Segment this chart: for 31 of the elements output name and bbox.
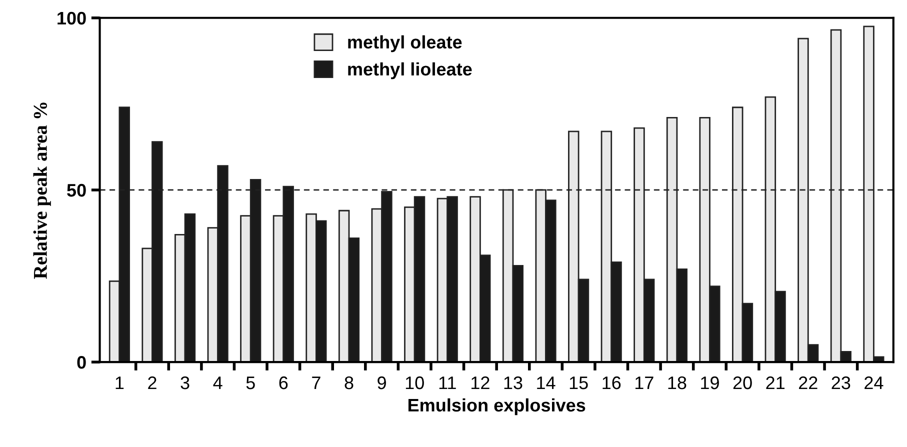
x-tick-label: 4 <box>213 376 222 390</box>
x-tick-label: 15 <box>570 376 588 390</box>
x-tick-label: 17 <box>635 376 654 390</box>
x-tick-label: 10 <box>406 376 424 390</box>
x-tick-label: 9 <box>378 376 386 390</box>
x-tick-label: 23 <box>832 376 850 390</box>
y-axis-title: Relative peak area % <box>33 102 51 279</box>
x-tick-label: 24 <box>864 376 884 390</box>
x-axis-title: Emulsion explosives <box>408 398 586 416</box>
x-tick-label: 12 <box>472 376 490 390</box>
x-tick-label: 8 <box>344 376 354 390</box>
y-tick-label: 100 <box>58 12 86 25</box>
x-tick-label: 7 <box>312 376 320 390</box>
x-tick-label: 18 <box>668 376 686 390</box>
y-tick-label: 50 <box>67 184 86 197</box>
x-tick-label: 1 <box>116 376 124 390</box>
x-tick-label: 13 <box>504 376 522 390</box>
x-tick-label: 14 <box>537 376 556 390</box>
x-tick-label: 11 <box>439 376 456 390</box>
x-tick-label: 2 <box>148 376 156 390</box>
x-tick-label: 19 <box>701 376 719 390</box>
x-tick-label: 16 <box>602 376 621 390</box>
x-tick-label: 20 <box>733 376 752 390</box>
x-tick-label: 5 <box>246 376 255 390</box>
x-tick-label: 21 <box>766 376 784 390</box>
x-tick-label: 3 <box>180 376 190 390</box>
x-tick-label: 22 <box>798 376 818 390</box>
legend-label: methyl oleate <box>348 35 462 52</box>
x-tick-label: 6 <box>279 376 288 390</box>
y-tick-label: 0 <box>77 356 86 369</box>
legend-label: methyl lioleate <box>348 62 472 80</box>
